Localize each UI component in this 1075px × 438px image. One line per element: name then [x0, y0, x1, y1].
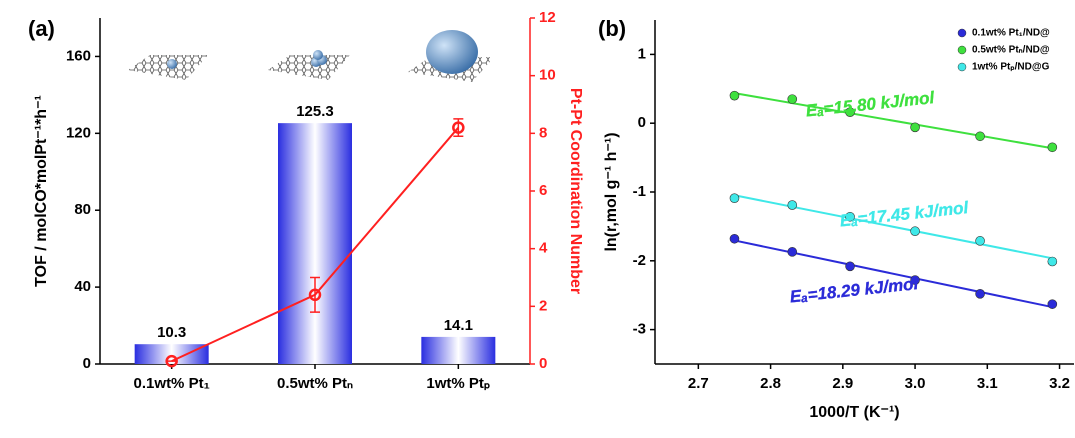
y2-tick-label: 10 [539, 67, 556, 84]
y-tick-label: 0 [638, 114, 646, 131]
point [1048, 300, 1057, 309]
panel-label: (a) [28, 16, 55, 41]
point [730, 91, 739, 100]
legend-marker [958, 46, 966, 54]
x-axis-label: 1000/T (K⁻¹) [809, 404, 899, 421]
y-tick-label: -1 [633, 183, 646, 200]
page: {"chart_data": [ {"type": "bar", "panel_… [0, 0, 1075, 438]
y-tick-label: 0 [83, 355, 91, 372]
x-tick-label: 0.5wt% Ptₙ [277, 375, 353, 392]
bar [278, 123, 352, 364]
structure-icon [408, 30, 494, 82]
y2-tick-label: 6 [539, 182, 547, 199]
x-tick-label: 3.0 [905, 375, 926, 392]
annotation: Eₐ=15.80 kJ/mol [805, 88, 936, 121]
legend-marker [958, 29, 966, 37]
y2-tick-label: 12 [539, 9, 556, 26]
y2-tick-label: 2 [539, 297, 547, 314]
panel-label: (b) [598, 16, 626, 41]
point [788, 95, 797, 104]
structure-icon [268, 50, 350, 80]
y-axis-label: TOF / molCO*molPt⁻¹*h⁻¹ [33, 95, 50, 287]
x-tick-label: 0.1wt% Pt₁ [134, 375, 210, 392]
x-tick-label: 3.1 [977, 375, 998, 392]
point [1048, 257, 1057, 266]
fit-line [734, 195, 1052, 258]
point [976, 289, 985, 298]
y-tick-label: 1 [638, 45, 646, 62]
point [846, 262, 855, 271]
legend-label: 1wt% Ptₚ/ND@G [972, 62, 1050, 73]
x-tick-label: 2.8 [760, 375, 781, 392]
figure: (a)04080120160024681012TOF / molCO*molPt… [0, 0, 1075, 438]
legend-marker [958, 63, 966, 71]
point [1048, 143, 1057, 152]
legend-label: 0.5wt% Ptₙ/ND@ [972, 45, 1050, 56]
annotation: Eₐ=18.29 kJ/mol [789, 274, 920, 307]
value-label: 14.1 [444, 317, 473, 334]
bar [421, 337, 495, 364]
y2-tick-label: 0 [539, 355, 547, 372]
point [788, 201, 797, 210]
annotation: Eₐ=17.45 kJ/mol [839, 198, 970, 231]
point [976, 132, 985, 141]
point [730, 234, 739, 243]
x-tick-label: 1wt% Ptₚ [426, 375, 490, 392]
y-tick-label: 160 [66, 47, 91, 64]
y2-axis-label: Pt-Pt Coordination Number [567, 88, 584, 294]
fit-line [734, 240, 1052, 307]
y2-tick-label: 8 [539, 124, 547, 141]
value-label: 10.3 [157, 324, 186, 341]
structure-icon [128, 55, 208, 80]
point [976, 236, 985, 245]
x-tick-label: 3.2 [1049, 375, 1070, 392]
y-tick-label: 120 [66, 124, 91, 141]
x-tick-label: 2.7 [688, 375, 709, 392]
x-tick-label: 2.9 [832, 375, 853, 392]
point [911, 227, 920, 236]
legend-label: 0.1wt% Pt₁/ND@ [972, 28, 1050, 39]
y-tick-label: -3 [633, 321, 646, 338]
y-axis-label: ln(r,mol g⁻¹ h⁻¹) [603, 132, 620, 251]
y2-tick-label: 4 [539, 240, 548, 257]
point [911, 123, 920, 132]
y-tick-label: 80 [74, 201, 91, 218]
value-label: 125.3 [296, 103, 334, 120]
point [730, 194, 739, 203]
point [788, 247, 797, 256]
y-tick-label: 40 [74, 278, 91, 295]
y-tick-label: -2 [633, 252, 646, 269]
